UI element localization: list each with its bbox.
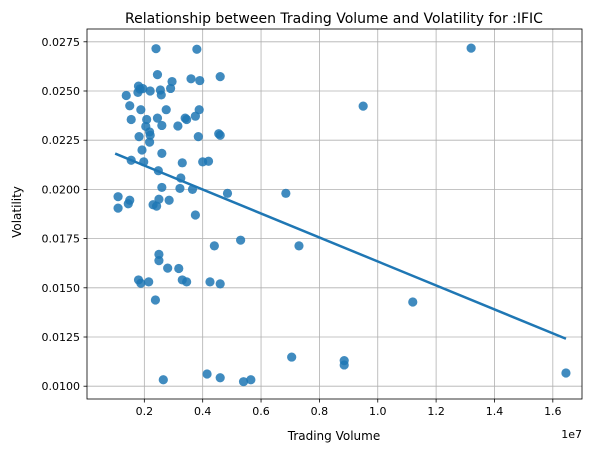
data-point [156, 90, 166, 100]
data-point [157, 182, 167, 193]
y-tick-label: 0.0225 [42, 134, 81, 147]
data-point [157, 148, 167, 158]
data-point [157, 120, 167, 131]
data-point [154, 249, 164, 259]
data-point [138, 84, 148, 94]
data-point [203, 156, 214, 166]
y-tick-label: 0.0250 [42, 85, 81, 98]
data-point [154, 256, 164, 266]
x-tick-label: 0.6 [252, 405, 270, 418]
data-point [152, 113, 163, 123]
data-point [173, 121, 183, 131]
data-point [202, 369, 212, 379]
data-point [125, 101, 135, 111]
x-axis-offset-label: 1e7 [561, 428, 582, 441]
data-point [142, 114, 152, 125]
x-tick-label: 1.6 [544, 405, 562, 418]
y-tick-label: 0.0175 [42, 233, 81, 246]
y-axis-ticks: 0.0100 0.0125 0.0150 0.0175 0.0200 0.0225 0.02… [42, 36, 87, 393]
data-point [125, 195, 135, 205]
data-point [215, 373, 225, 383]
data-point [215, 130, 225, 140]
x-axis-label: Trading Volume [287, 429, 380, 443]
data-point [150, 295, 161, 305]
data-point [144, 277, 154, 287]
data-point [145, 86, 155, 96]
data-point [294, 241, 304, 251]
data-point [137, 145, 147, 155]
data-point [205, 277, 215, 287]
data-point [281, 188, 291, 198]
data-point [408, 297, 418, 307]
x-tick-label: 1.0 [369, 405, 387, 418]
data-point [164, 195, 174, 205]
data-point [165, 83, 176, 94]
data-point [209, 241, 219, 251]
data-point [190, 210, 200, 220]
y-tick-label: 0.0125 [42, 331, 81, 344]
data-point [167, 76, 177, 87]
data-point [193, 132, 203, 142]
data-point [287, 352, 297, 362]
y-tick-label: 0.0200 [42, 183, 81, 196]
data-point [194, 105, 204, 115]
data-point [126, 114, 136, 125]
data-point [134, 132, 144, 142]
data-point [113, 192, 123, 202]
data-point [175, 183, 185, 194]
y-axis-label: Volatility [10, 186, 24, 238]
data-point [144, 137, 155, 147]
data-point [561, 368, 571, 378]
data-point [174, 263, 184, 274]
x-tick-label: 1.2 [427, 405, 445, 418]
data-point [154, 194, 164, 204]
x-axis-ticks: 0.2 0.4 0.6 0.8 1.0 1.2 1.4 1.6 [136, 399, 562, 418]
data-point [222, 188, 233, 198]
x-tick-label: 0.4 [194, 405, 212, 418]
y-tick-label: 0.0275 [42, 36, 81, 49]
plot-area-frame [86, 28, 583, 400]
data-point [152, 70, 163, 80]
data-point [192, 44, 202, 54]
data-point [236, 235, 246, 245]
grid [87, 29, 582, 399]
x-tick-label: 1.4 [486, 405, 504, 418]
data-point [177, 158, 187, 168]
y-tick-label: 0.0100 [42, 380, 81, 393]
data-point [145, 130, 155, 140]
data-point [238, 377, 249, 387]
data-point [246, 375, 256, 385]
data-point [182, 114, 192, 125]
data-point [136, 278, 146, 288]
data-point [339, 360, 349, 370]
data-points [113, 43, 571, 387]
data-point [186, 74, 196, 84]
data-point [215, 72, 225, 82]
data-point [215, 279, 225, 289]
data-point [195, 75, 205, 86]
data-point [136, 105, 146, 115]
data-point [466, 43, 476, 53]
data-point [121, 90, 131, 101]
data-point [113, 203, 123, 213]
x-tick-label: 0.8 [311, 405, 329, 418]
regression-line [114, 152, 567, 340]
data-point [163, 263, 173, 273]
data-point [182, 277, 192, 287]
y-tick-label: 0.0150 [42, 282, 81, 295]
data-point [151, 44, 161, 54]
data-point [158, 375, 168, 385]
chart-title: Relationship between Trading Volume and … [125, 11, 543, 27]
data-point [161, 105, 171, 115]
data-point [358, 101, 368, 111]
x-tick-label: 0.2 [136, 405, 154, 418]
